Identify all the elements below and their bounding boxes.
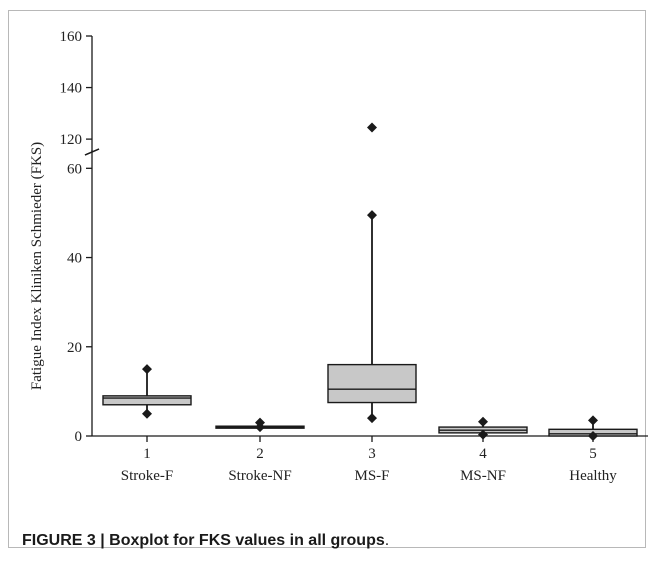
- y-tick-label: 20: [67, 340, 82, 356]
- whisker-high-marker: [142, 364, 152, 375]
- whisker-low-marker: [478, 429, 488, 440]
- x-tick-name: Stroke-F: [121, 468, 174, 484]
- whisker-low-marker: [142, 408, 152, 419]
- box-group: [327, 122, 417, 424]
- whisker-high-marker: [367, 210, 377, 221]
- axes: 0 20 40 60 120 140 160 1 Stroke-F 2 Stroke-NF 3 MS-F…: [60, 29, 648, 484]
- box-group: [548, 415, 638, 441]
- box: [102, 395, 192, 406]
- boxes: [102, 122, 638, 441]
- x-tick-number: 5: [589, 446, 597, 462]
- whisker-low-marker: [367, 413, 377, 424]
- x-tick-name: Healthy: [569, 468, 617, 484]
- figure-caption: FIGURE 3 | Boxplot for FKS values in all…: [22, 532, 389, 550]
- x-tick-name: MS-F: [354, 468, 389, 484]
- outlier-marker: [367, 122, 377, 133]
- y-tick-label: 40: [67, 251, 82, 267]
- box-group: [102, 364, 192, 419]
- whisker-high-marker: [478, 416, 488, 427]
- x-tick-number: 4: [479, 446, 487, 462]
- y-tick-label: 120: [60, 132, 83, 148]
- x-tick-number: 2: [256, 446, 264, 462]
- figure-frame: [8, 10, 646, 548]
- y-axis-label: Fatigue Index Kliniken Schmieder (FKS): [29, 142, 45, 390]
- whisker-high-marker: [588, 415, 598, 426]
- axis-break-mark-lower: [84, 148, 100, 156]
- x-tick-number: 1: [143, 446, 151, 462]
- box-group: [215, 417, 305, 433]
- box: [327, 363, 417, 404]
- y-tick-label: 0: [75, 429, 83, 445]
- caption-period: .: [384, 532, 390, 549]
- box-group: [438, 416, 528, 440]
- whisker-low-marker: [588, 431, 598, 441]
- x-tick-name: Stroke-NF: [228, 468, 291, 484]
- y-tick-label: 60: [67, 161, 82, 177]
- y-tick-label: 140: [60, 81, 83, 97]
- whisker-low-marker: [255, 422, 265, 433]
- x-tick-name: MS-NF: [460, 468, 506, 484]
- caption-label: FIGURE 3 | Boxplot for FKS values in all…: [22, 532, 385, 549]
- x-tick-number: 3: [368, 446, 376, 462]
- y-tick-label: 160: [60, 29, 83, 45]
